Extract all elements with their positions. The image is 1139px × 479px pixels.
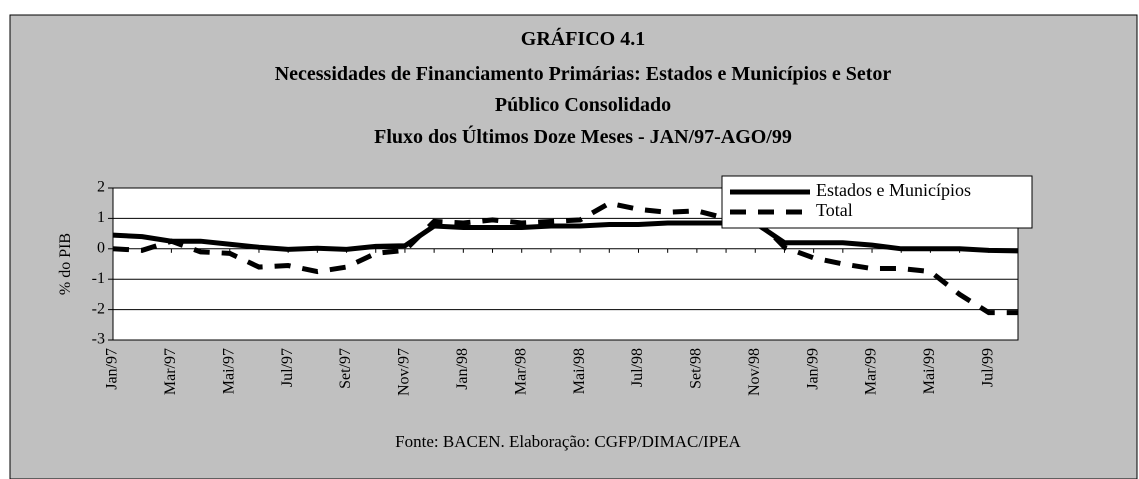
y-tick-label: -1 — [92, 270, 105, 287]
x-tick-label: Jul/98 — [629, 348, 646, 387]
chart-subtitle: Fluxo dos Últimos Doze Meses - JAN/97-AG… — [374, 124, 792, 148]
x-tick-label: Set/97 — [337, 348, 354, 389]
y-tick-label: -3 — [92, 331, 105, 348]
y-tick-label: 1 — [97, 209, 105, 226]
x-tick-label: Jul/99 — [979, 348, 996, 387]
x-tick-label: Mar/99 — [863, 348, 880, 395]
x-tick-label: Nov/98 — [746, 348, 763, 396]
legend-label: Estados e Municípios — [816, 180, 971, 200]
series-line — [112, 220, 1019, 254]
x-tick-label: Jan/98 — [454, 348, 471, 390]
x-tick-label: Mai/98 — [571, 348, 588, 394]
x-tick-label: Mai/99 — [921, 348, 938, 394]
y-tick-label: 2 — [97, 179, 105, 196]
x-tick-label: Nov/97 — [396, 348, 413, 396]
y-tick-label: 0 — [97, 239, 105, 256]
x-tick-label: Jan/97 — [104, 348, 121, 390]
chart-subtitle: Público Consolidado — [495, 94, 671, 116]
series-line — [112, 200, 1018, 316]
chart-title: GRÁFICO 4.1 — [521, 27, 645, 50]
x-tick-label: Mai/97 — [220, 348, 237, 394]
y-axis-label: % do PIB — [57, 233, 74, 295]
y-tick-label: -2 — [92, 300, 105, 317]
x-tick-label: Mar/98 — [512, 348, 529, 395]
x-tick-label: Mar/97 — [162, 348, 179, 395]
legend — [721, 175, 1033, 229]
x-tick-label: Jul/97 — [279, 348, 296, 387]
plot-border — [112, 187, 1019, 341]
chart-subtitle: Necessidades de Financiamento Primárias:… — [275, 63, 892, 85]
x-tick-label: Set/98 — [688, 348, 705, 389]
legend-label: Total — [816, 200, 853, 220]
source: Fonte: BACEN. Elaboração: CGFP/DIMAC/IPE… — [395, 432, 741, 451]
x-tick-label: Jan/99 — [804, 348, 821, 390]
